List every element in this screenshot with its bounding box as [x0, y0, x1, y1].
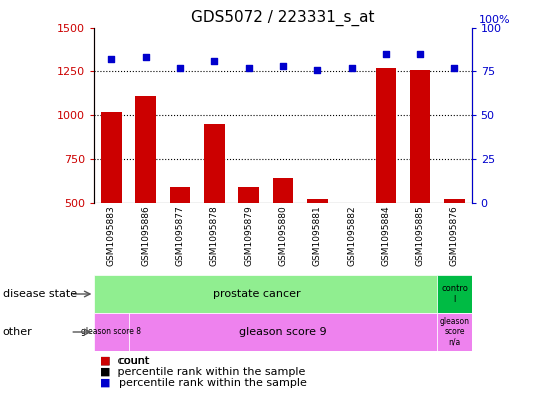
- Text: prostate cancer: prostate cancer: [213, 289, 301, 299]
- Text: percentile rank within the sample: percentile rank within the sample: [119, 378, 307, 388]
- Text: gleason score 8: gleason score 8: [81, 327, 141, 336]
- Text: GSM1095883: GSM1095883: [107, 205, 116, 266]
- Bar: [376, 68, 396, 291]
- Text: contro
l: contro l: [441, 284, 468, 304]
- Text: ■  count
■  percentile rank within the sample: ■ count ■ percentile rank within the sam…: [100, 356, 305, 377]
- Bar: [410, 70, 431, 291]
- Bar: [94, 313, 129, 351]
- Point: [107, 56, 116, 62]
- Point: [210, 58, 219, 64]
- Text: ■: ■: [100, 378, 110, 388]
- Text: GSM1095886: GSM1095886: [141, 205, 150, 266]
- Bar: [437, 275, 472, 313]
- Point: [450, 65, 459, 71]
- Text: GSM1095884: GSM1095884: [382, 205, 390, 266]
- Text: other: other: [3, 327, 32, 337]
- Point: [279, 63, 287, 69]
- Point: [176, 65, 184, 71]
- Text: 100%: 100%: [479, 15, 510, 25]
- Text: ■: ■: [100, 356, 110, 366]
- Text: count: count: [119, 356, 150, 366]
- Text: GSM1095880: GSM1095880: [279, 205, 287, 266]
- Text: gleason score 9: gleason score 9: [239, 327, 327, 337]
- Text: GSM1095878: GSM1095878: [210, 205, 219, 266]
- Bar: [238, 187, 259, 291]
- Text: GSM1095879: GSM1095879: [244, 205, 253, 266]
- Text: GSM1095877: GSM1095877: [176, 205, 184, 266]
- Point: [141, 54, 150, 61]
- Bar: [135, 96, 156, 291]
- Text: disease state: disease state: [3, 289, 77, 299]
- Bar: [129, 313, 437, 351]
- Text: GSM1095876: GSM1095876: [450, 205, 459, 266]
- Title: GDS5072 / 223331_s_at: GDS5072 / 223331_s_at: [191, 10, 375, 26]
- Text: GSM1095882: GSM1095882: [347, 205, 356, 266]
- Bar: [341, 203, 362, 291]
- Point: [382, 51, 390, 57]
- Bar: [273, 178, 293, 291]
- Point: [416, 51, 425, 57]
- Bar: [307, 200, 328, 291]
- Point: [244, 65, 253, 71]
- Text: GSM1095885: GSM1095885: [416, 205, 425, 266]
- Bar: [444, 200, 465, 291]
- Bar: [204, 124, 225, 291]
- Bar: [101, 112, 122, 291]
- Text: GSM1095881: GSM1095881: [313, 205, 322, 266]
- Bar: [170, 187, 190, 291]
- Text: gleason
score
n/a: gleason score n/a: [439, 317, 469, 347]
- Bar: [437, 313, 472, 351]
- Point: [347, 65, 356, 71]
- Point: [313, 66, 322, 73]
